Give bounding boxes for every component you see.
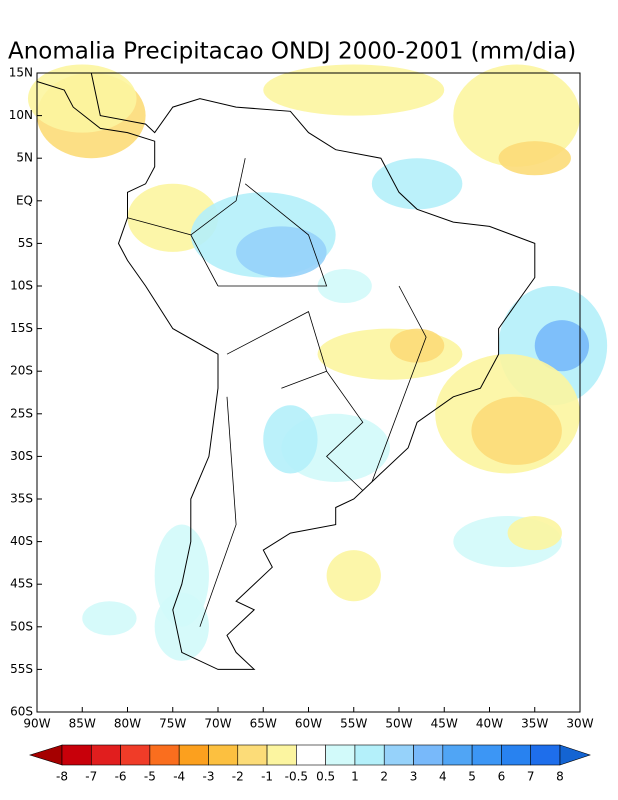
x-tick-label: 30W xyxy=(566,717,593,731)
anomaly-area xyxy=(263,405,318,474)
y-tick-label: 5S xyxy=(18,236,33,250)
colorbar-label: -0.5 xyxy=(285,770,308,784)
colorbar-segment xyxy=(442,744,473,766)
colorbar-segment xyxy=(178,744,209,766)
colorbar-segment xyxy=(266,744,297,766)
colorbar-label: -4 xyxy=(173,770,185,784)
anomaly-area xyxy=(326,550,381,602)
y-tick-label: 10S xyxy=(10,279,33,293)
colorbar-segment xyxy=(208,744,239,766)
x-tick-label: 70W xyxy=(204,717,231,731)
x-tick-label: 65W xyxy=(250,717,277,731)
x-tick-label: 80W xyxy=(114,717,141,731)
border xyxy=(199,396,237,627)
border xyxy=(218,183,328,287)
y-tick-label: 55S xyxy=(10,662,33,676)
x-tick-label: 55W xyxy=(340,717,367,731)
y-tick-label: 45S xyxy=(10,577,33,591)
colorbar-segment xyxy=(383,744,414,766)
colorbar-label: 0.5 xyxy=(316,770,335,784)
y-tick-label: 25S xyxy=(10,406,33,420)
anomaly-area xyxy=(471,396,562,465)
anomaly-area xyxy=(317,328,463,380)
anomaly-area xyxy=(534,320,590,372)
y-tick-label: 50S xyxy=(10,619,33,633)
anomaly-area xyxy=(389,328,445,363)
y-tick-label: 60S xyxy=(10,705,33,719)
x-tick-label: 45W xyxy=(431,717,458,731)
y-tick-label: 40S xyxy=(10,534,33,548)
colorbar-segment xyxy=(413,744,444,766)
colorbar-segment xyxy=(120,744,151,766)
colorbar-segment xyxy=(90,744,121,766)
y-tick-label: 30S xyxy=(10,449,33,463)
x-tick-label: 35W xyxy=(521,717,548,731)
y-tick-label: 15N xyxy=(9,66,33,80)
colorbar-segment xyxy=(237,744,268,766)
colorbar-label: -7 xyxy=(85,770,97,784)
colorbar-label: 8 xyxy=(556,770,564,784)
anomaly-area xyxy=(317,268,372,304)
colorbar-label: -2 xyxy=(232,770,244,784)
anomaly-area xyxy=(263,64,445,116)
x-tick-label: 50W xyxy=(385,717,412,731)
border xyxy=(371,285,427,483)
colorbar-segment xyxy=(61,744,92,766)
colorbar-end xyxy=(28,744,63,766)
y-tick-label: 5N xyxy=(16,151,33,165)
colorbar-label: 7 xyxy=(527,770,535,784)
colorbar-label: 4 xyxy=(439,770,447,784)
chart-title: Anomalia Precipitacao ONDJ 2000-2001 (mm… xyxy=(8,39,576,65)
x-tick-label: 40W xyxy=(476,717,503,731)
x-tick-label: 60W xyxy=(295,717,322,731)
coastline xyxy=(36,72,536,670)
colorbar-segment xyxy=(471,744,502,766)
colorbar-segment xyxy=(296,744,326,766)
colorbar-label: -6 xyxy=(115,770,127,784)
colorbar-label: 5 xyxy=(468,770,476,784)
colorbar-label: -1 xyxy=(261,770,273,784)
x-tick-label: 75W xyxy=(159,717,186,731)
y-tick-label: EQ xyxy=(16,193,33,207)
colorbar-segment xyxy=(325,744,356,766)
x-tick-label: 85W xyxy=(69,717,96,731)
y-tick-label: 15S xyxy=(10,321,33,335)
anomaly-area xyxy=(154,592,209,661)
colorbar-segment xyxy=(530,744,561,766)
colorbar-label: 2 xyxy=(380,770,388,784)
border xyxy=(326,370,364,491)
y-tick-label: 35S xyxy=(10,492,33,506)
colorbar-label: -5 xyxy=(144,770,156,784)
colorbar-segment xyxy=(354,744,385,766)
border xyxy=(226,311,328,389)
colorbar-label: -3 xyxy=(202,770,214,784)
colorbar-label: 1 xyxy=(351,770,359,784)
anomaly-area xyxy=(498,141,571,176)
colorbar-segment xyxy=(501,744,532,766)
anomaly-area xyxy=(82,601,137,636)
colorbar-label: -8 xyxy=(56,770,68,784)
anomaly-area xyxy=(453,64,580,167)
colorbar-label: 3 xyxy=(410,770,418,784)
y-tick-label: 20S xyxy=(10,364,33,378)
colorbar-end xyxy=(559,744,591,766)
border xyxy=(127,217,219,287)
y-tick-label: 10N xyxy=(9,108,33,122)
anomaly-area xyxy=(507,516,562,551)
colorbar-segment xyxy=(149,744,180,766)
border xyxy=(190,158,246,236)
anomaly-area xyxy=(371,158,463,210)
colorbar-label: 6 xyxy=(498,770,506,784)
anomaly-area xyxy=(236,226,327,278)
anomaly-area xyxy=(27,64,137,133)
x-tick-label: 90W xyxy=(23,717,50,731)
